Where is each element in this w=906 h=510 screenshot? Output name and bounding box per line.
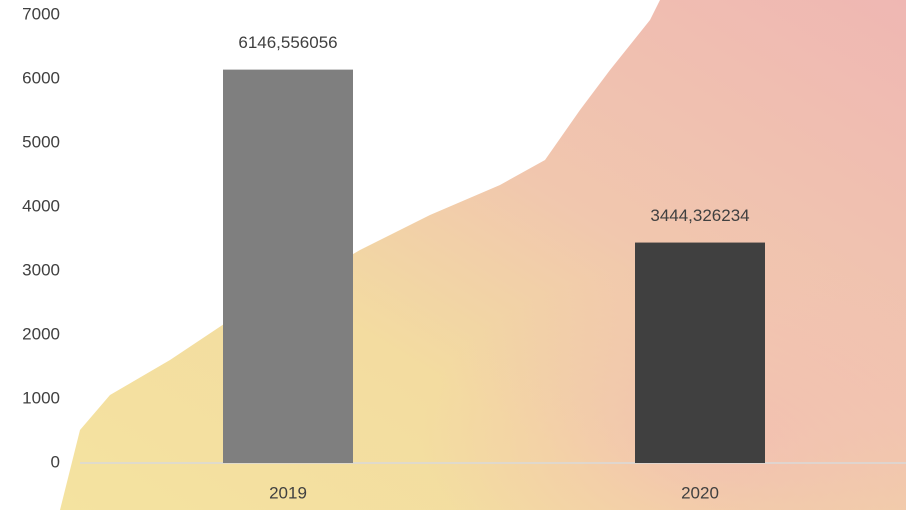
y-tick-label: 4000: [22, 196, 60, 215]
y-tick-label: 0: [51, 452, 60, 471]
y-tick-label: 2000: [22, 324, 60, 343]
bar: [223, 69, 353, 463]
bar: [635, 242, 765, 463]
x-tick-label: 2019: [269, 483, 307, 502]
y-tick-label: 6000: [22, 68, 60, 87]
y-tick-label: 3000: [22, 260, 60, 279]
value-label: 3444,326234: [650, 206, 749, 225]
background-tint: [300, 150, 906, 510]
y-tick-label: 5000: [22, 132, 60, 151]
y-tick-label: 7000: [22, 4, 60, 23]
value-label: 6146,556056: [238, 33, 337, 52]
x-tick-label: 2020: [681, 483, 719, 502]
y-tick-label: 1000: [22, 388, 60, 407]
